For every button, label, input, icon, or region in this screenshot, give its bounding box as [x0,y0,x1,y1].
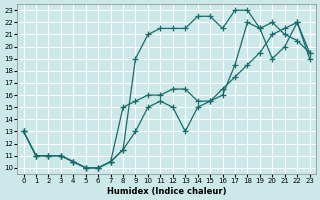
X-axis label: Humidex (Indice chaleur): Humidex (Indice chaleur) [107,187,226,196]
